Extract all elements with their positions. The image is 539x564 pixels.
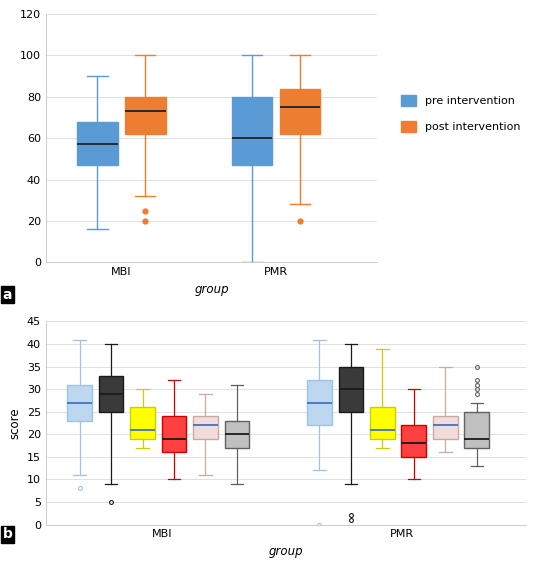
PathPatch shape (280, 89, 320, 134)
PathPatch shape (402, 425, 426, 457)
PathPatch shape (232, 97, 272, 165)
PathPatch shape (99, 376, 123, 412)
PathPatch shape (338, 367, 363, 412)
Y-axis label: score: score (8, 407, 21, 439)
PathPatch shape (130, 407, 155, 439)
X-axis label: group: group (268, 545, 303, 558)
PathPatch shape (465, 412, 489, 448)
Text: b: b (3, 527, 12, 541)
PathPatch shape (162, 416, 186, 452)
Legend: pre intervention, post intervention: pre intervention, post intervention (396, 90, 525, 136)
PathPatch shape (77, 122, 118, 165)
Legend: resilience pre, resilience post, Anxiety-state pre, Anxiety-state post, Anxiety-: resilience pre, resilience post, Anxiety… (120, 276, 452, 310)
PathPatch shape (193, 416, 218, 439)
PathPatch shape (67, 385, 92, 421)
PathPatch shape (433, 416, 458, 439)
PathPatch shape (307, 380, 332, 425)
PathPatch shape (125, 97, 165, 134)
PathPatch shape (225, 421, 250, 448)
Text: a: a (3, 288, 12, 302)
X-axis label: group: group (194, 283, 229, 296)
PathPatch shape (370, 407, 395, 439)
